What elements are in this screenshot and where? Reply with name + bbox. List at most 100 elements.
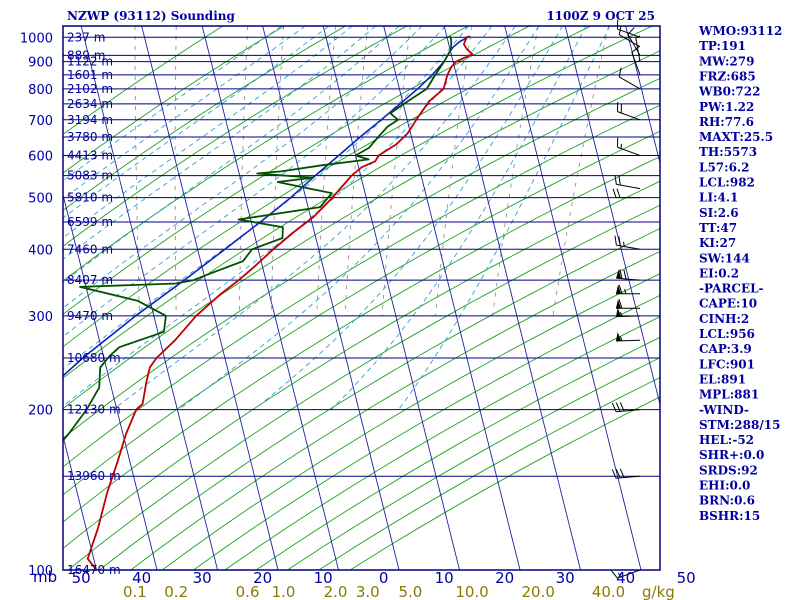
index-item: EI:0.2 <box>699 266 739 280</box>
temperature-tick-label: 20 <box>495 569 514 587</box>
mixing-ratio-label: 20.0 <box>521 583 554 600</box>
wind-barb-feather <box>618 175 621 186</box>
mixing-ratio-label: 2.0 <box>324 583 348 600</box>
wind-barb <box>616 137 641 156</box>
index-item: LCL:982 <box>699 176 755 190</box>
dry-adiabat <box>224 316 660 570</box>
wind-barb-flag <box>616 284 621 294</box>
dry-adiabat <box>63 26 469 282</box>
moist-adiabat <box>63 26 329 219</box>
index-item: MPL:881 <box>699 388 759 402</box>
mixing-ratio-label: 1.0 <box>272 583 296 600</box>
index-item: SI:2.6 <box>699 206 739 220</box>
temperature-tick-label: 40 <box>132 569 151 587</box>
height-label: 13960 m <box>67 469 121 483</box>
isotherm <box>63 192 158 570</box>
mixing-ratio-label: 0.2 <box>164 583 188 600</box>
wind-barbs <box>611 19 641 579</box>
wind-barb <box>635 35 641 62</box>
temperature-tick-label: 30 <box>193 569 212 587</box>
moist-adiabat <box>330 26 587 410</box>
pressure-tick-label: 700 <box>28 114 53 129</box>
dry-adiabat <box>63 77 660 439</box>
wind-barb-feather <box>619 336 623 342</box>
wind-barb <box>616 102 641 121</box>
wind-barb-feather <box>623 241 625 247</box>
mixing-ratio-line <box>552 26 609 316</box>
isotherm <box>63 434 97 570</box>
height-label: 4413 m <box>67 148 113 162</box>
moist-adiabat <box>63 26 493 407</box>
isotherm <box>564 26 660 407</box>
mixing-ratio-line <box>134 26 140 316</box>
dry-adiabat <box>67 204 660 570</box>
isotherm <box>141 26 279 570</box>
wind-barb-shaft <box>615 315 641 318</box>
height-label: 1122 m <box>67 55 113 69</box>
height-label: 1601 m <box>67 68 113 82</box>
wind-barb-feather <box>617 572 622 578</box>
wind-barb-flag <box>616 331 622 342</box>
index-item: CINH:2 <box>699 312 749 326</box>
wind-barb-flag <box>616 307 622 317</box>
wind-barb-feather <box>616 188 621 198</box>
moist-adiabat <box>398 26 611 410</box>
height-label: 3194 m <box>67 113 113 127</box>
wind-barb <box>616 299 640 309</box>
dry-adiabat <box>63 26 653 379</box>
dry-adiabat <box>63 130 660 496</box>
moist-adiabat <box>63 26 376 260</box>
dry-adiabat <box>63 50 660 410</box>
wind-barb <box>611 468 641 479</box>
index-item: PW:1.22 <box>699 100 754 114</box>
wind-barb-flag <box>616 299 621 309</box>
index-item: WB0:722 <box>698 85 760 99</box>
mixing-ratio-line <box>381 26 411 316</box>
wind-barb-feather <box>623 269 627 280</box>
height-label: 889 m <box>67 48 105 62</box>
mixing-ratio-line <box>492 26 539 316</box>
moist-adiabat <box>113 26 516 410</box>
index-item: TT:47 <box>699 221 737 235</box>
dry-adiabat <box>63 26 530 315</box>
pressure-tick-label: 800 <box>28 83 53 98</box>
wind-barb-feather <box>615 469 621 479</box>
wind-barb-feather <box>624 289 627 294</box>
wind-barb-feather <box>618 236 621 246</box>
height-label: 5810 m <box>67 191 113 205</box>
isotherm <box>80 26 218 570</box>
wind-barb-feather <box>618 299 623 309</box>
wind-barb <box>614 235 641 250</box>
index-item: BSHR:15 <box>699 509 760 523</box>
isotherm <box>383 26 521 570</box>
index-item: EL:891 <box>699 372 746 386</box>
mixing-ratio-line <box>316 26 336 316</box>
mixing-ratio-label: 5.0 <box>398 583 422 600</box>
mixing-ratio-unit-label: g/kg <box>642 583 675 600</box>
isotherm <box>262 26 400 570</box>
wind-barb-feather <box>611 570 618 579</box>
mixing-ratio-line <box>174 26 177 316</box>
temperature-tick-label: 30 <box>556 569 575 587</box>
pressure-tick-label: 900 <box>28 56 53 71</box>
wind-barb-feather <box>619 269 623 279</box>
wind-barb-feather <box>627 27 635 35</box>
height-label: 16470 m <box>67 563 121 577</box>
moist-adiabat <box>63 26 400 284</box>
dry-adiabat <box>63 180 660 549</box>
index-item: KI:27 <box>699 236 736 250</box>
temperature-tick-label: 0 <box>379 569 389 587</box>
dewpoint-trace <box>63 35 453 442</box>
sounding-traces <box>63 35 474 570</box>
temperature-tick-label: 10 <box>314 569 333 587</box>
wind-barb <box>616 284 640 295</box>
mixing-ratio-label: 0.6 <box>236 583 260 600</box>
mixing-ratio-label: 0.1 <box>123 583 147 600</box>
mixing-ratio-line <box>344 26 369 316</box>
dry-adiabat <box>63 156 660 523</box>
index-item: L57:6.2 <box>699 160 749 174</box>
dry-adiabat <box>63 26 285 174</box>
wind-barb-feather <box>611 402 617 412</box>
index-item: LFC:901 <box>699 357 755 371</box>
